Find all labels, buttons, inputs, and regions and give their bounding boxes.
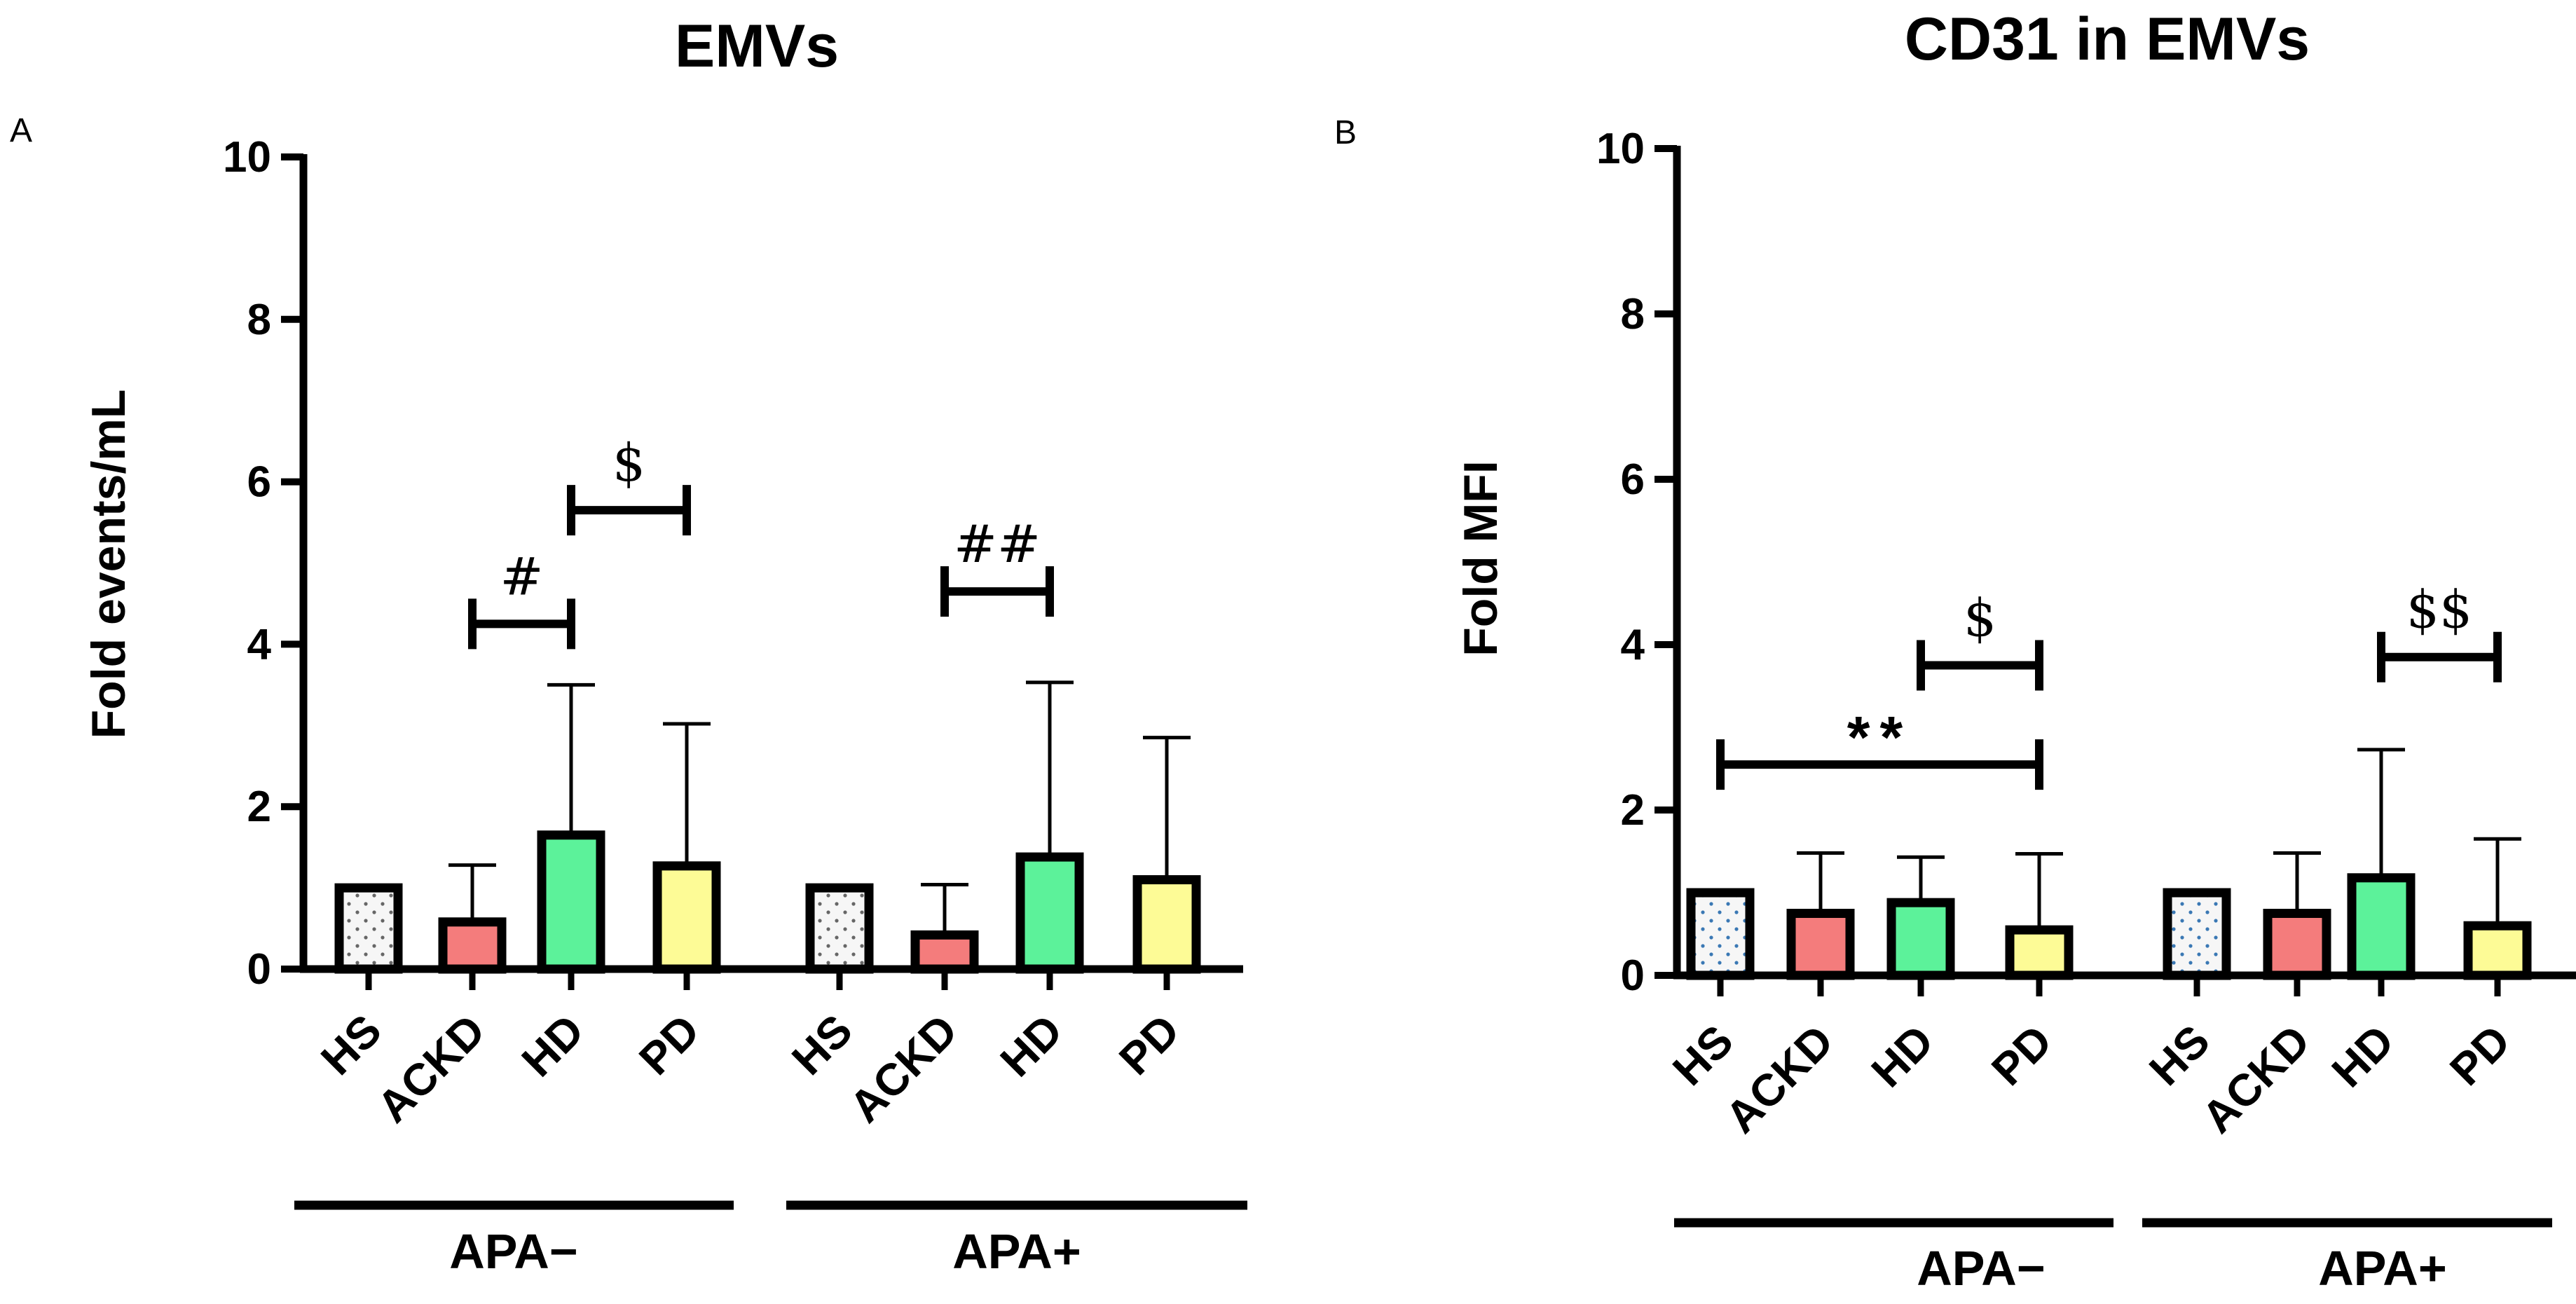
panel-b-group-label-apa-pos: APA+ xyxy=(2318,1241,2446,1296)
panel-a-sig-label: ## xyxy=(954,514,1041,575)
panel-b-group-label-apa-neg: APA− xyxy=(1917,1241,2045,1296)
panel-b-category-label: ACKD xyxy=(1715,1015,1843,1143)
panel-b: CD31 in EMVs B Fold MFI APA− APA+ 0 2 4 6 8 1… xyxy=(1334,6,2576,1296)
panel-b-category-label: HD xyxy=(2322,1015,2404,1097)
panel-a-category-label: PD xyxy=(629,1005,709,1085)
panel-a-bar-ackd xyxy=(438,917,507,974)
panel-b-y-tick-label: 2 xyxy=(1621,786,1645,835)
panel-a-title: EMVs xyxy=(675,13,839,80)
panel-b-y-tick-label: 4 xyxy=(1621,621,1645,669)
panel-b-bar-ackd xyxy=(2263,909,2331,980)
panel-a-category-label: HS xyxy=(311,1005,391,1085)
panel-b-bar-pd xyxy=(2005,925,2074,980)
panel-b-category-label: PD xyxy=(1982,1015,2062,1095)
panel-b-y-tick-label: 8 xyxy=(1621,290,1645,338)
panel-a-category-label: PD xyxy=(1109,1005,1189,1085)
panel-a-y-tick-label: 10 xyxy=(223,133,271,181)
panel-a-letter: A xyxy=(10,112,32,149)
panel-a-bar-ackd xyxy=(910,930,979,974)
panel-a-group-label-apa-neg: APA− xyxy=(449,1224,577,1279)
panel-a-y-axis-label: Fold events/mL xyxy=(82,390,135,739)
panel-a-bar-hd xyxy=(537,830,605,974)
panel-b-sig-label: $ xyxy=(1964,589,1996,649)
panel-b-sig-label: ** xyxy=(1847,704,1912,770)
panel-a-y-tick-label: 2 xyxy=(247,783,271,831)
panel-b-bar-pd xyxy=(2463,921,2532,980)
panel-b-bar-hd xyxy=(1886,898,1955,980)
panel-b-bar-hs xyxy=(2163,888,2231,980)
panel-a-y-tick-label: 6 xyxy=(247,458,271,507)
panel-a-category-label: ACKD xyxy=(840,1005,967,1132)
panel-a-bar-hd xyxy=(1015,852,1084,974)
panel-b-y-tick-label: 6 xyxy=(1621,455,1645,504)
panel-a-category-label: HD xyxy=(991,1005,1072,1086)
panel-b-sig-label: $$ xyxy=(2406,580,2472,640)
panel-a-y-tick-label: 8 xyxy=(247,296,271,344)
panel-b-y-tick-label: 10 xyxy=(1596,125,1645,173)
panel-b-y-tick-label: 0 xyxy=(1621,952,1645,1000)
panel-b-category-label: PD xyxy=(2440,1015,2520,1095)
panel-a-y-tick-label: 4 xyxy=(247,620,272,668)
panel-b-letter: B xyxy=(1334,114,1357,151)
panel-b-category-label: ACKD xyxy=(2192,1015,2320,1143)
panel-a-bar-pd xyxy=(652,861,721,974)
panel-a-bar-hs xyxy=(334,883,403,974)
panel-a-bar-hs xyxy=(805,883,874,974)
panel-a-bar-pd xyxy=(1132,875,1201,974)
panel-a-sig-label: $ xyxy=(612,433,645,493)
panel-a-category-label: HD xyxy=(512,1005,594,1086)
panel-a-category-label: ACKD xyxy=(367,1005,495,1132)
panel-a-group-label-apa-pos: APA+ xyxy=(952,1224,1081,1279)
panel-a-category-label: HS xyxy=(782,1005,862,1085)
panel-b-category-label: HS xyxy=(2139,1015,2219,1095)
panel-b-bar-ackd xyxy=(1786,909,1855,980)
panel-b-title: CD31 in EMVs xyxy=(1905,6,2310,73)
panel-b-bar-hs xyxy=(1686,888,1755,980)
panel-a: EMVs A Fold events/mL APA− APA+ 0 2 4 6 8 10 H… xyxy=(10,13,1247,1279)
panel-b-category-label: HS xyxy=(1663,1015,1743,1095)
panel-b-bar-hd xyxy=(2347,873,2416,980)
panel-b-category-label: HD xyxy=(1862,1015,1943,1097)
panel-a-y-tick-label: 0 xyxy=(247,945,271,994)
panel-b-y-axis-label: Fold MFI xyxy=(1454,460,1507,656)
panel-a-sig-label: # xyxy=(500,547,543,607)
